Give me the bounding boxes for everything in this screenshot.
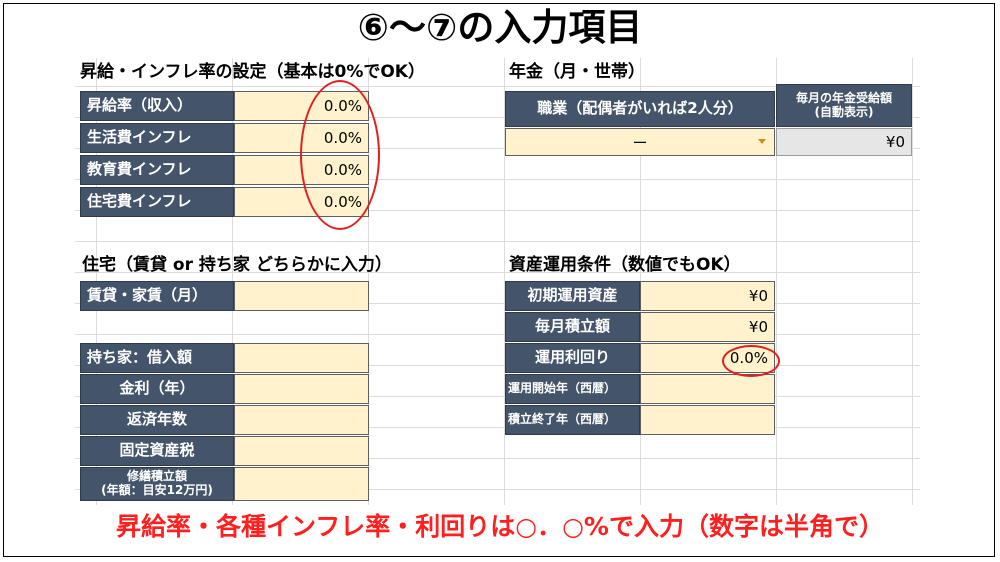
repair-reserve-input[interactable] bbox=[234, 467, 369, 501]
rent-input[interactable] bbox=[234, 281, 369, 311]
loan-amount-label: 持ち家：借入額 bbox=[80, 343, 234, 373]
chevron-down-icon[interactable] bbox=[758, 139, 766, 144]
interest-rate-label: 金利（年） bbox=[80, 374, 234, 404]
property-tax-label: 固定資産税 bbox=[80, 436, 234, 466]
monthly-pension-label-line2: (自動表示) bbox=[814, 104, 874, 119]
investment-start-year-input[interactable] bbox=[640, 374, 775, 404]
monthly-pension-label-line1: 毎月の年金受給額 bbox=[795, 90, 892, 105]
monthly-savings-label: 毎月積立額 bbox=[505, 312, 640, 342]
repair-reserve-label-line1: 修繕積立額 bbox=[126, 469, 187, 484]
monthly-pension-label: 毎月の年金受給額 (自動表示) bbox=[776, 84, 912, 127]
repair-reserve-label: 修繕積立額 (年額：目安12万円) bbox=[80, 467, 234, 501]
repayment-years-label: 返済年数 bbox=[80, 405, 234, 435]
highlight-ellipse-yield bbox=[722, 345, 780, 377]
page-title: ⑥〜⑦の入力項目 bbox=[357, 6, 643, 49]
occupation-dropdown-value: ー bbox=[632, 133, 648, 152]
raise-section-heading: 昇給・インフレ率の設定（基本は0%でOK） bbox=[80, 62, 425, 82]
repair-reserve-label-line2: (年額：目安12万円) bbox=[101, 483, 213, 497]
occupation-label: 職業（配偶者がいれば2人分） bbox=[505, 91, 775, 127]
monthly-pension-value: ¥0 bbox=[776, 128, 912, 156]
property-tax-input[interactable] bbox=[234, 436, 369, 466]
loan-amount-input[interactable] bbox=[234, 343, 369, 373]
initial-assets-label: 初期運用資産 bbox=[505, 281, 640, 311]
housing-inflation-label: 住宅費インフレ bbox=[80, 187, 234, 217]
housing-section-heading: 住宅（賃貸 or 持ち家 どちらかに入力） bbox=[82, 255, 392, 275]
rent-label: 賃貸・家賃（月） bbox=[80, 281, 234, 311]
repayment-years-input[interactable] bbox=[234, 405, 369, 435]
pension-section-heading: 年金（月・世帯） bbox=[509, 62, 645, 82]
raise-rate-label: 昇給率（収入） bbox=[80, 91, 234, 121]
savings-end-year-input[interactable] bbox=[640, 405, 775, 435]
interest-rate-input[interactable] bbox=[234, 374, 369, 404]
asset-section-heading: 資産運用条件（数値でもOK） bbox=[509, 255, 741, 275]
input-instruction-note: 昇給率・各種インフレ率・利回りは○．○%で入力（数字は半角で） bbox=[116, 512, 884, 541]
investment-start-year-label: 運用開始年（西暦） bbox=[505, 374, 640, 404]
monthly-savings-input[interactable]: ¥0 bbox=[640, 312, 775, 342]
slide-frame bbox=[3, 3, 995, 557]
highlight-ellipse-inflation bbox=[300, 80, 380, 230]
initial-assets-input[interactable]: ¥0 bbox=[640, 281, 775, 311]
savings-end-year-label: 積立終了年（西暦） bbox=[505, 405, 640, 435]
education-inflation-label: 教育費インフレ bbox=[80, 155, 234, 185]
occupation-dropdown[interactable]: ー bbox=[505, 128, 775, 156]
investment-yield-label: 運用利回り bbox=[505, 343, 640, 373]
living-inflation-label: 生活費インフレ bbox=[80, 123, 234, 153]
